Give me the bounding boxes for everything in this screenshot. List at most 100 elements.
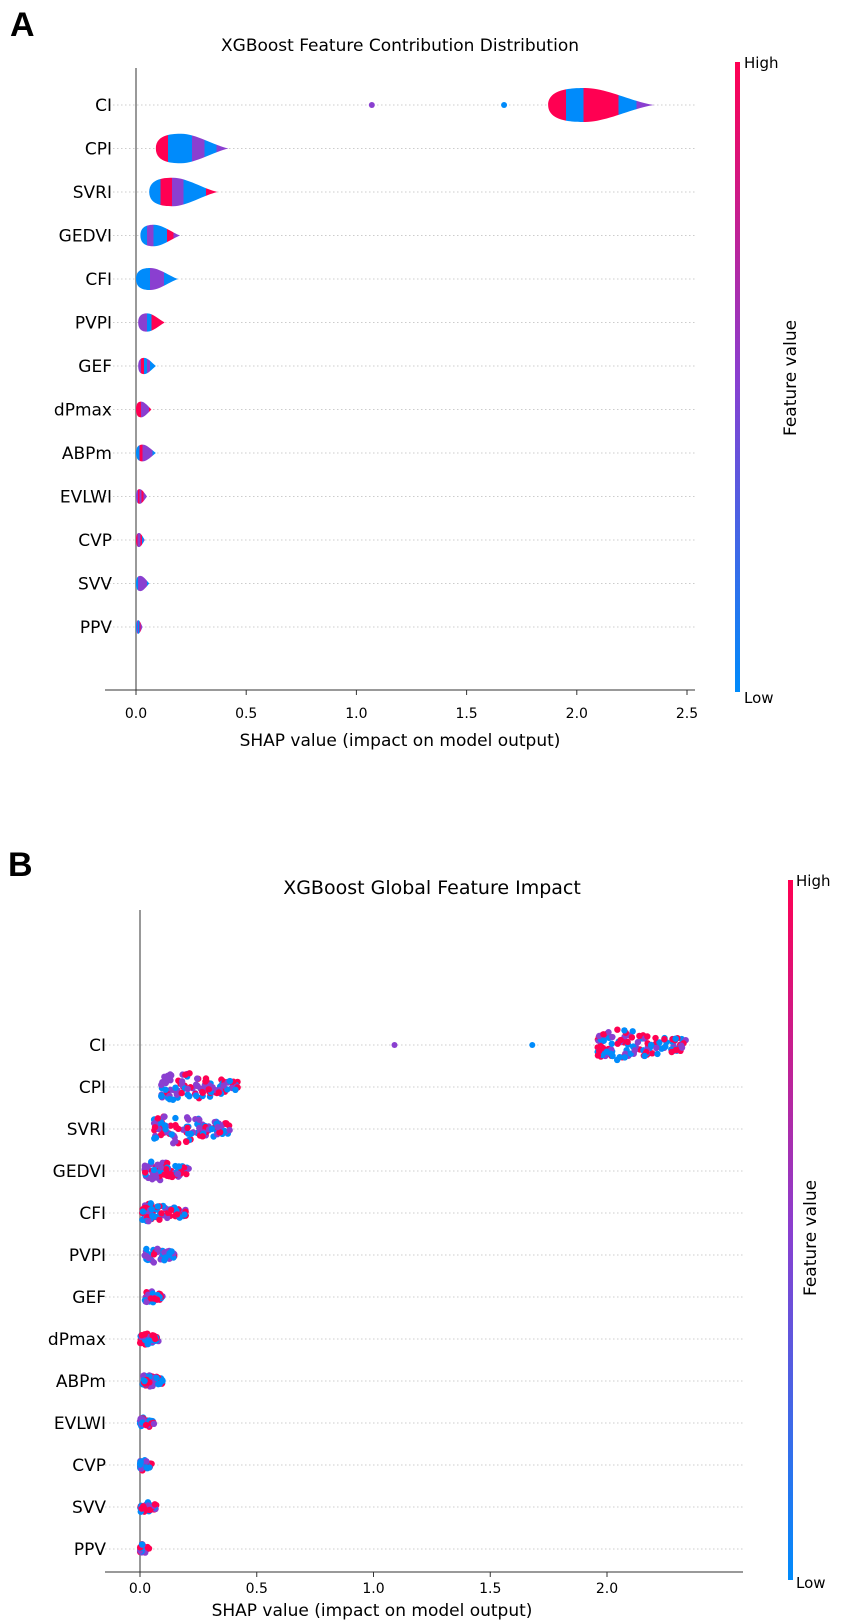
shap-point-CI xyxy=(653,1044,660,1052)
shap-point-GEDVI xyxy=(141,1169,149,1176)
shap-point-CFI xyxy=(154,1203,162,1210)
shap-point-CPI xyxy=(184,1085,191,1093)
shap-point-CFI xyxy=(164,1214,171,1222)
shap-point-CVP xyxy=(143,1458,150,1465)
violin-dPmax xyxy=(136,401,152,418)
shap-point-SVRI xyxy=(183,1138,190,1146)
feature-label-dPmax: dPmax xyxy=(54,401,112,421)
shap-point-CPI xyxy=(158,1093,165,1100)
shap-point-SVRI xyxy=(226,1126,233,1134)
shap-point-CFI xyxy=(181,1211,188,1218)
shap-point-CPI xyxy=(232,1086,239,1094)
shap-point-SVRI xyxy=(162,1125,169,1133)
chart-title-b: XGBoost Global Feature Impact xyxy=(283,877,581,899)
outlier-point-CI xyxy=(368,102,375,108)
outlier-point-CI xyxy=(501,102,508,108)
x-tick-label: 2.0 xyxy=(596,1581,618,1597)
shap-point-GEDVI xyxy=(161,1171,168,1178)
shap-point-CFI xyxy=(148,1206,156,1213)
shap-point-EVLWI xyxy=(142,1421,150,1429)
feature-label-ABPm: ABPm xyxy=(62,444,112,464)
feature-label-dPmax: dPmax xyxy=(48,1330,106,1350)
shap-point-SVRI xyxy=(199,1133,206,1140)
shap-point-CI xyxy=(594,1052,602,1059)
feature-label-CI: CI xyxy=(89,1036,106,1056)
violin-SVV xyxy=(136,575,150,592)
shap-point-GEDVI xyxy=(183,1170,190,1178)
shap-point-CI xyxy=(648,1041,655,1049)
shap-point-CI xyxy=(624,1038,631,1046)
shap-point-CPI xyxy=(199,1088,206,1096)
feature-label-SVRI: SVRI xyxy=(67,1120,106,1140)
shap-point-CI xyxy=(668,1048,675,1056)
shap-point-SVRI xyxy=(172,1138,179,1145)
shap-point-PPV xyxy=(138,1541,146,1548)
shap-point-CI xyxy=(634,1038,642,1046)
shap-point-CFI xyxy=(167,1206,175,1214)
shap-point-SVRI xyxy=(184,1124,191,1132)
x-tick-label: 0.0 xyxy=(129,1581,151,1597)
shap-point-SVRI xyxy=(152,1134,160,1141)
shap-point-GEDVI xyxy=(175,1163,183,1170)
shap-point-GEDVI xyxy=(167,1171,175,1178)
shap-point-CI xyxy=(621,1027,628,1034)
shap-point-CPI xyxy=(178,1089,185,1097)
feature-label-GEDVI: GEDVI xyxy=(59,227,112,247)
chart-title-a: XGBoost Feature Contribution Distributio… xyxy=(221,36,579,56)
shap-point-CI xyxy=(614,1026,621,1033)
shap-point-GEDVI xyxy=(163,1166,170,1173)
feature-label-EVLWI: EVLWI xyxy=(60,488,112,508)
shap-point-CI xyxy=(631,1047,638,1054)
shap-point-SVRI xyxy=(160,1113,168,1121)
shap-point-PVPI xyxy=(150,1259,158,1266)
shap-point-CFI xyxy=(139,1208,147,1215)
shap-point-CI xyxy=(603,1048,610,1055)
shap-point-dPmax xyxy=(149,1332,156,1339)
shap-point-CPI xyxy=(205,1086,212,1093)
shap-point-GEDVI xyxy=(174,1170,182,1178)
violin-CFI xyxy=(136,267,178,291)
shap-point-CI xyxy=(644,1033,651,1040)
feature-label-EVLWI: EVLWI xyxy=(54,1414,106,1434)
shap-point-GEDVI xyxy=(141,1163,149,1171)
shap-point-CPI xyxy=(163,1074,170,1081)
shap-point-GEDVI xyxy=(150,1166,158,1174)
shap-point-CI xyxy=(649,1050,656,1057)
x-tick-label: 0.0 xyxy=(125,706,147,722)
shap-point-SVRI xyxy=(208,1125,216,1133)
shap-point-GEDVI xyxy=(157,1164,164,1171)
shap-point-SVRI xyxy=(175,1125,182,1133)
violin-GEF xyxy=(138,357,156,375)
x-axis-label-b: SHAP value (impact on model output) xyxy=(212,1601,533,1621)
shap-point-SVV xyxy=(140,1503,147,1510)
shap-point-CPI xyxy=(159,1078,166,1086)
feature-label-CFI: CFI xyxy=(79,1204,106,1224)
feature-label-SVV: SVV xyxy=(72,1498,106,1518)
shap-point-CPI xyxy=(202,1078,209,1085)
shap-point-CFI xyxy=(156,1216,163,1223)
outlier-point-CI xyxy=(391,1042,398,1048)
colorbar-a xyxy=(735,62,740,692)
shap-point-CI xyxy=(609,1052,616,1060)
x-tick-label: 2.0 xyxy=(566,706,588,722)
outlier-point-CI xyxy=(529,1042,536,1048)
x-tick-label: 1.5 xyxy=(479,1581,501,1597)
shap-point-CI xyxy=(636,1032,643,1040)
feature-label-CFI: CFI xyxy=(85,270,112,290)
violin-CPI xyxy=(155,133,229,164)
x-tick-label: 0.5 xyxy=(235,706,257,722)
feature-label-CPI: CPI xyxy=(79,1078,106,1098)
x-tick-label: 1.0 xyxy=(362,1581,384,1597)
shap-point-dPmax xyxy=(141,1331,148,1338)
shap-point-SVRI xyxy=(157,1131,165,1139)
shap-point-CPI xyxy=(178,1078,186,1085)
violin-ABPm xyxy=(136,444,156,462)
shap-point-GEF xyxy=(143,1298,150,1306)
feature-label-CPI: CPI xyxy=(85,140,112,160)
shap-point-CFI xyxy=(145,1217,152,1225)
shap-point-SVV xyxy=(146,1506,153,1514)
shap-point-PVPI xyxy=(145,1254,152,1262)
shap-point-CPI xyxy=(193,1092,200,1100)
shap-point-PVPI xyxy=(143,1245,150,1253)
